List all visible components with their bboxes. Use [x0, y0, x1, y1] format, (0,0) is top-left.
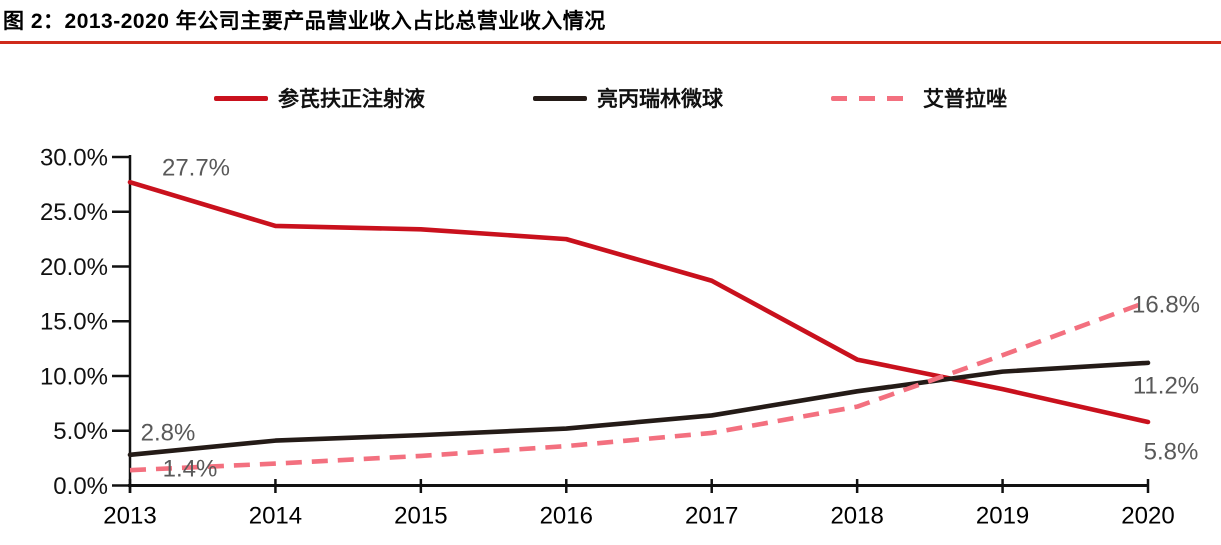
- legend-item-ilaprazole: 艾普拉唑: [831, 83, 1007, 113]
- series-line-shenqi-fuzheng-injection: [127, 179, 1151, 425]
- legend-label-ilaprazole: 艾普拉唑: [923, 88, 1007, 111]
- legend-item-shenqi-fuzheng-injection: 参芪扶正注射液: [214, 83, 425, 113]
- figure-title-bar: 图 2：2013-2020 年公司主要产品营业收入占比总营业收入情况: [0, 3, 1221, 44]
- series-line-leuprorelin-microspheres: [127, 360, 1151, 458]
- red-line-swatch-icon: [214, 95, 268, 101]
- y-axis-label: 10.0%: [40, 363, 108, 390]
- y-axis-label: 30.0%: [40, 144, 108, 171]
- data-label: 27.7%: [162, 154, 230, 181]
- x-axis-label: 2018: [830, 502, 883, 529]
- data-label: 11.2%: [1133, 372, 1199, 399]
- x-axis-label: 2017: [685, 502, 738, 529]
- data-label: 5.8%: [1144, 438, 1199, 465]
- chart-legend: 参芪扶正注射液 亮丙瑞林微球 艾普拉唑: [0, 83, 1221, 113]
- data-label: 1.4%: [163, 455, 218, 482]
- legend-label-leuprorelin-microspheres: 亮丙瑞林微球: [597, 88, 723, 111]
- y-axis-label: 20.0%: [40, 254, 108, 281]
- x-axis-label: 2020: [1121, 502, 1174, 529]
- data-label: 16.8%: [1132, 291, 1200, 318]
- legend-label-shenqi-fuzheng-injection: 参芪扶正注射液: [278, 88, 425, 111]
- legend-item-leuprorelin-microspheres: 亮丙瑞林微球: [533, 83, 723, 113]
- series-line-ilaprazole: [129, 299, 1149, 473]
- x-axis-label: 2014: [249, 502, 302, 529]
- x-axis-label: 2019: [976, 502, 1029, 529]
- y-axis-label: 5.0%: [53, 418, 108, 445]
- figure-title: 图 2：2013-2020 年公司主要产品营业收入占比总营业收入情况: [3, 10, 606, 33]
- x-axis-label: 2016: [540, 502, 593, 529]
- x-axis-label: 2013: [103, 502, 156, 529]
- y-axis-label: 25.0%: [40, 199, 108, 226]
- data-label: 2.8%: [141, 419, 196, 446]
- pink-dashed-line-swatch-icon: [831, 95, 913, 101]
- x-axis-label: 2015: [394, 502, 447, 529]
- y-axis-label: 0.0%: [53, 473, 108, 500]
- black-line-swatch-icon: [533, 95, 587, 101]
- y-axis-label: 15.0%: [40, 309, 108, 336]
